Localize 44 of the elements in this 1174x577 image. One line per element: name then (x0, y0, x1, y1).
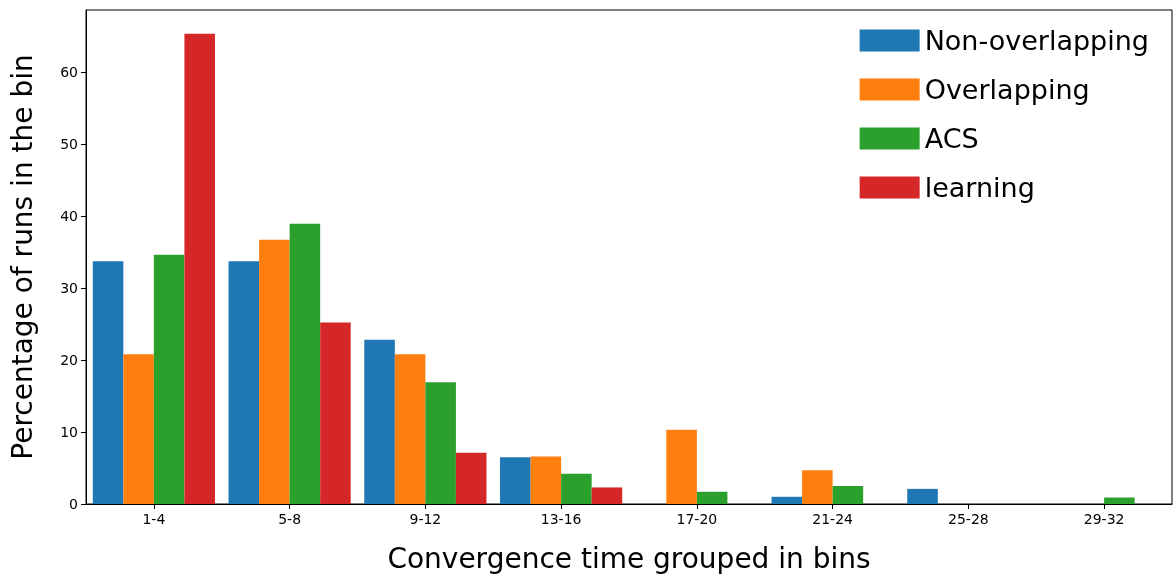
x-tick-label: 29-32 (1083, 511, 1125, 527)
legend-label: learning (924, 172, 1035, 203)
bar (425, 382, 456, 504)
y-tick-label: 60 (60, 63, 78, 80)
y-tick-label: 10 (60, 423, 78, 440)
bar (364, 339, 395, 504)
bar (666, 429, 697, 504)
bar (696, 491, 728, 504)
bar (184, 33, 215, 504)
bar (455, 452, 487, 504)
bar (832, 486, 864, 504)
x-tick-label: 25-28 (948, 511, 989, 527)
legend-label: ACS (924, 123, 979, 154)
bar (530, 456, 562, 504)
y-axis-title: Percentage of runs in the bin (5, 54, 39, 460)
bar (320, 322, 351, 504)
bar (153, 254, 185, 504)
x-tick-label: 9-12 (409, 511, 442, 527)
y-tick-label: 20 (60, 351, 78, 368)
bar (500, 457, 531, 504)
bar (771, 496, 803, 504)
y-tick-label: 50 (60, 135, 78, 152)
legend-label: Non-overlapping (924, 25, 1149, 56)
bar (394, 354, 426, 504)
bar (802, 470, 833, 504)
bar (1104, 497, 1135, 504)
bar (907, 488, 938, 504)
x-axis-title: Convergence time grouped in bins (387, 541, 871, 575)
y-tick-label: 40 (60, 207, 78, 224)
bar (289, 223, 321, 504)
x-tick-label: 21-24 (812, 511, 854, 527)
bar (591, 487, 623, 504)
bar (92, 261, 124, 504)
bar (561, 473, 592, 504)
y-tick-label: 30 (60, 279, 78, 296)
x-tick-label: 5-8 (278, 511, 302, 527)
bar (123, 354, 154, 504)
legend-label: Overlapping (924, 74, 1090, 105)
bar (228, 261, 260, 504)
x-tick-label: 13-16 (540, 511, 582, 527)
bar (259, 239, 290, 504)
x-tick-label: 1-4 (142, 511, 166, 527)
x-tick-label: 17-20 (676, 511, 718, 527)
y-tick-label: 0 (69, 496, 78, 512)
